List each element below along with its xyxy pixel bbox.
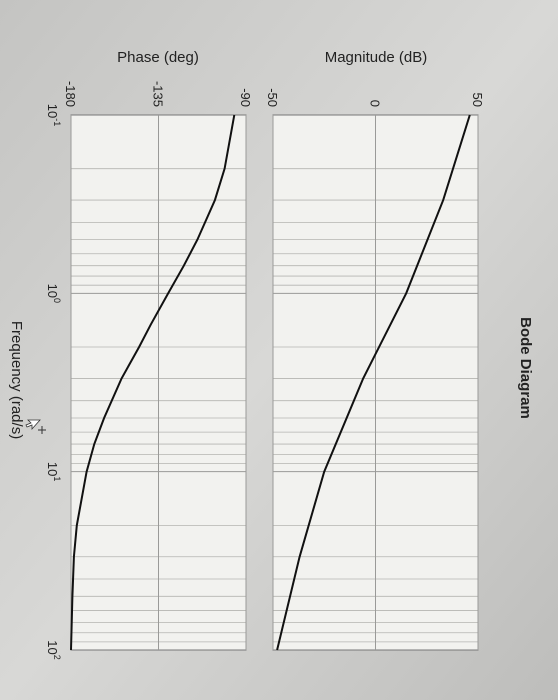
magnitude-y-tick-label: 0: [368, 100, 383, 107]
phase-y-tick-label: -180: [63, 81, 78, 107]
x-tick-labels: 10-1 100 101 102: [45, 104, 62, 660]
rotated-figure: Bode Diagram 50 0 -50 Magnitude (dB) -90 -1…: [8, 49, 534, 660]
mouse-cursor-icon: [25, 419, 46, 434]
magnitude-series-line: [276, 114, 471, 651]
phase-y-label: Phase (deg): [117, 49, 199, 66]
magnitude-y-tick-label: -50: [265, 88, 280, 107]
phase-plot: -90 -135 -180 Phase (deg): [63, 49, 253, 651]
phase-series-line: [70, 114, 236, 651]
magnitude-y-label: Magnitude (dB): [325, 49, 428, 66]
magnitude-y-ticks: 50 0 -50: [265, 88, 485, 107]
chart-title: Bode Diagram: [517, 317, 534, 419]
magnitude-y-tick-label: 50: [470, 93, 485, 107]
x-tick-label: 100: [45, 284, 62, 303]
phase-y-tick-label: -90: [238, 88, 253, 107]
magnitude-grid: [272, 115, 479, 650]
phase-y-ticks: -90 -135 -180: [63, 81, 253, 107]
x-tick-label: 102: [45, 640, 62, 659]
x-tick-label: 101: [45, 462, 62, 481]
phase-grid: [70, 115, 247, 650]
x-tick-label: 10-1: [45, 104, 62, 126]
x-axis-label: Frequency (rad/s): [8, 321, 25, 439]
phase-y-tick-label: -135: [151, 81, 166, 107]
magnitude-plot: 50 0 -50 Magnitude (dB): [265, 49, 485, 651]
